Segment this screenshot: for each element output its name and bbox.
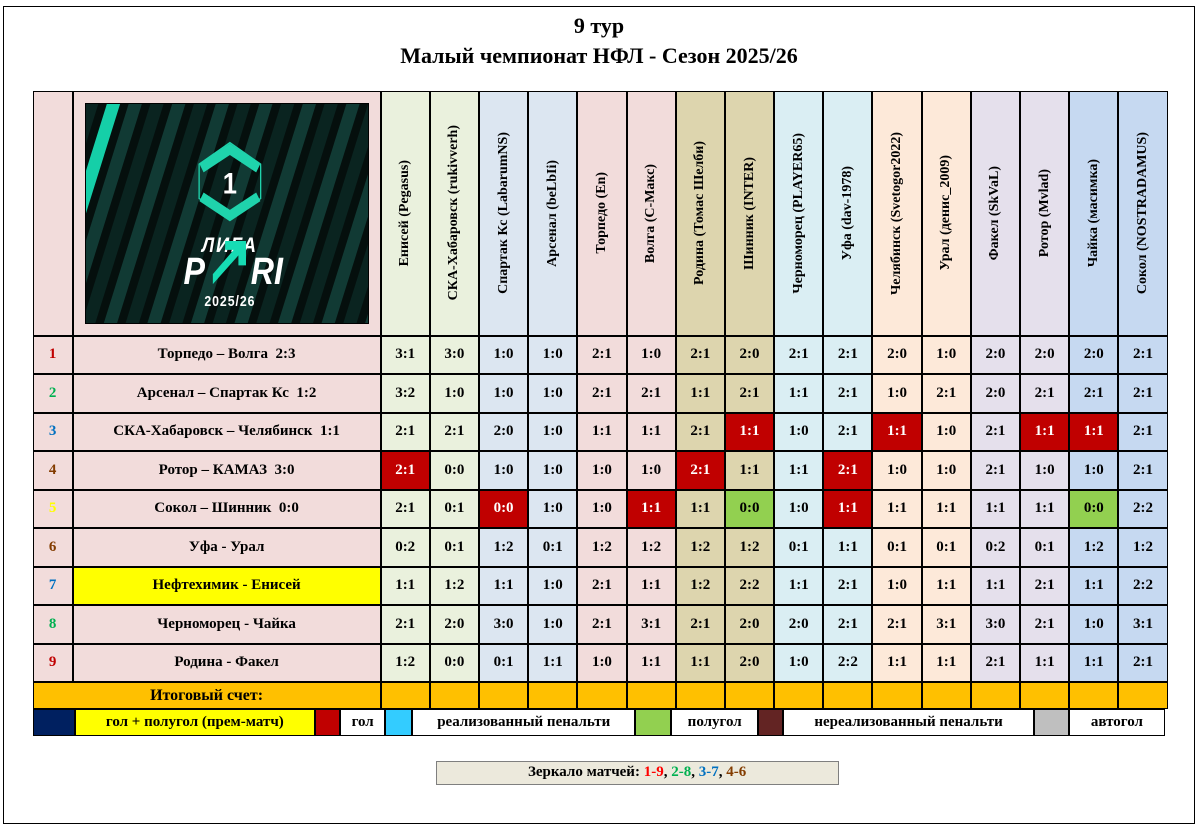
svg-text:P: P	[183, 250, 205, 292]
svg-text:2025/26: 2025/26	[204, 293, 255, 309]
svg-text:1: 1	[222, 166, 236, 199]
svg-text:RI: RI	[250, 250, 283, 292]
